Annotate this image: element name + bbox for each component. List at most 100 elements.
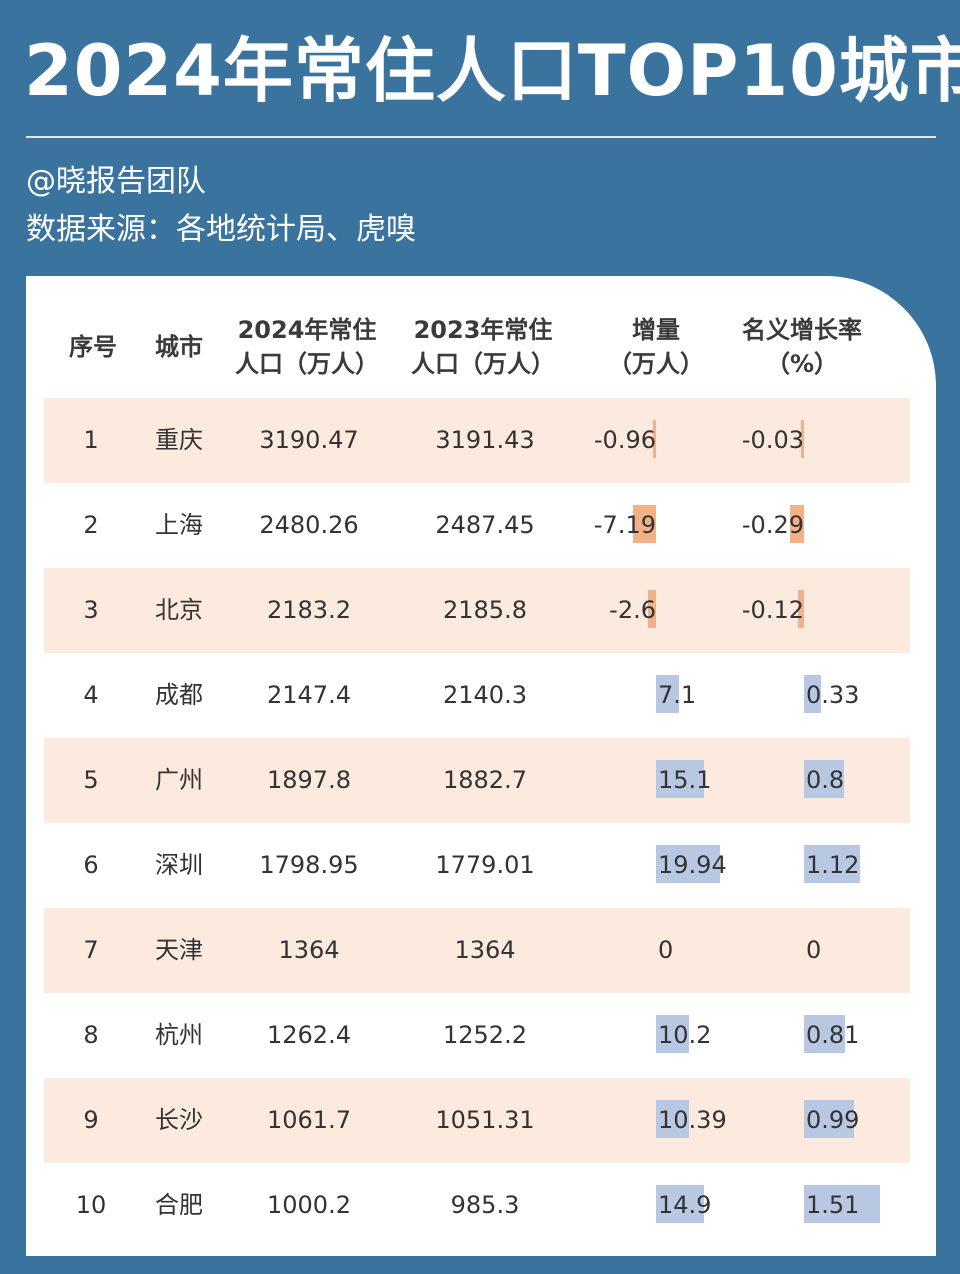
pop-2023-cell: 2487.45 (435, 511, 535, 539)
increase-bar (656, 1100, 690, 1138)
header-pop-2023: 2023年常住 人口（万人） (398, 313, 568, 381)
increase-label: -2.6 (609, 596, 656, 624)
header-pop-2024-line: 人口（万人） (235, 350, 379, 378)
growth-label: 0.99 (806, 1106, 860, 1134)
rank-cell: 3 (83, 596, 99, 624)
city-cell: 杭州 (155, 1021, 203, 1049)
pop-2024-cell: 2183.2 (267, 596, 351, 624)
header-city: 城市 (134, 330, 224, 364)
pop-2024-cell: 1262.4 (267, 1021, 351, 1049)
city-cell: 天津 (155, 936, 203, 964)
table-row: 7 天津 1364 1364 0 0 (44, 908, 910, 993)
increase-bar (632, 505, 656, 543)
growth-label: -0.29 (741, 511, 804, 539)
pop-2023-cell: 3191.43 (435, 426, 535, 454)
header-pop-2023-line: 2023年常住 (413, 316, 553, 344)
pop-2023-cell: 985.3 (450, 1191, 520, 1219)
pop-2024-cell: 1061.7 (267, 1106, 351, 1134)
rank-cell: 4 (83, 681, 99, 709)
pop-2023-cell: 1779.01 (435, 851, 535, 879)
rank-cell: 7 (83, 936, 99, 964)
header-growth-rate-line: （%） (765, 350, 839, 378)
city-cell: 深圳 (155, 851, 203, 879)
rank-cell: 10 (75, 1191, 107, 1219)
rank-cell: 6 (83, 851, 99, 879)
growth-bar (804, 1100, 854, 1138)
rank-cell: 9 (83, 1106, 99, 1134)
growth-label: 1.51 (806, 1191, 860, 1219)
growth-label: 0 (806, 936, 822, 964)
increase-bar (647, 590, 656, 628)
increase-label: 15.1 (658, 766, 712, 794)
increase-label: 19.94 (658, 851, 727, 879)
header-increase-line: （万人） (608, 350, 704, 378)
pop-2023-cell: 2140.3 (443, 681, 527, 709)
header-city-line: 城市 (155, 333, 203, 361)
rank-cell: 5 (83, 766, 99, 794)
rank-cell: 1 (83, 426, 99, 454)
pop-2023-cell: 1051.31 (435, 1106, 535, 1134)
table-row: 2 上海 2480.26 2487.45 -7.19 -0.29 (44, 483, 910, 568)
increase-label: -7.19 (593, 511, 656, 539)
header-increase: 增量 （万人） (586, 313, 726, 381)
header-rank: 序号 (48, 330, 138, 364)
pop-2024-cell: 2147.4 (267, 681, 351, 709)
pop-2023-cell: 1882.7 (443, 766, 527, 794)
table-card: 序号 城市 2024年常住 人口（万人） 2023年常住 人口（万人） 增量 （万人） 名义增长… (26, 276, 936, 1256)
table-row: 4 成都 2147.4 2140.3 7.1 0.33 (44, 653, 910, 738)
pop-2024-cell: 3190.47 (259, 426, 359, 454)
increase-bar (656, 675, 679, 713)
table-row: 6 深圳 1798.95 1779.01 19.94 1.12 (44, 823, 910, 908)
city-cell: 重庆 (155, 426, 203, 454)
header-rank-line: 序号 (69, 333, 117, 361)
increase-bar (656, 845, 720, 883)
header-growth-rate-line: 名义增长率 (742, 316, 862, 344)
pop-2024-cell: 1000.2 (267, 1191, 351, 1219)
increase-bar (656, 1185, 704, 1223)
page-title: 2024年常住人口TOP10城市 (24, 30, 960, 112)
header-increase-line: 增量 (632, 316, 680, 344)
pop-2023-cell: 1364 (454, 936, 516, 964)
growth-bar (804, 675, 821, 713)
table-row: 8 杭州 1262.4 1252.2 10.2 0.81 (44, 993, 910, 1078)
city-cell: 北京 (155, 596, 203, 624)
table-row: 10 合肥 1000.2 985.3 14.9 1.51 (44, 1163, 910, 1248)
growth-label: 0.81 (806, 1021, 860, 1049)
increase-label: 14.9 (658, 1191, 712, 1219)
growth-bar (801, 420, 804, 458)
pop-2024-cell: 1897.8 (267, 766, 351, 794)
increase-label: 10.2 (658, 1021, 712, 1049)
city-cell: 上海 (155, 511, 203, 539)
growth-label: 0.33 (806, 681, 860, 709)
header-pop-2024: 2024年常住 人口（万人） (222, 313, 392, 381)
increase-label: -0.96 (593, 426, 656, 454)
growth-bar (789, 505, 804, 543)
growth-bar (804, 760, 844, 798)
table-row: 5 广州 1897.8 1882.7 15.1 0.8 (44, 738, 910, 823)
pop-2023-cell: 1252.2 (443, 1021, 527, 1049)
header-pop-2024-line: 2024年常住 (237, 316, 377, 344)
city-cell: 长沙 (155, 1106, 203, 1134)
increase-bar (656, 760, 705, 798)
increase-label: 0 (658, 936, 674, 964)
rank-cell: 2 (83, 511, 99, 539)
table-row: 1 重庆 3190.47 3191.43 -0.96 -0.03 (44, 398, 910, 483)
header-growth-rate: 名义增长率 （%） (722, 313, 882, 381)
header-pop-2023-line: 人口（万人） (411, 350, 555, 378)
city-cell: 合肥 (155, 1191, 203, 1219)
growth-label: 0.8 (806, 766, 845, 794)
growth-label: -0.03 (741, 426, 804, 454)
city-cell: 成都 (155, 681, 203, 709)
pop-2024-cell: 1364 (278, 936, 340, 964)
increase-bar (656, 1015, 689, 1053)
pop-2024-cell: 1798.95 (259, 851, 359, 879)
city-cell: 广州 (155, 766, 203, 794)
increase-label: 7.1 (658, 681, 697, 709)
data-source: 数据来源：各地统计局、虎嗅 (26, 212, 416, 247)
growth-bar (804, 1185, 880, 1223)
growth-bar (804, 845, 860, 883)
growth-bar (798, 590, 804, 628)
pop-2023-cell: 2185.8 (443, 596, 527, 624)
pop-2024-cell: 2480.26 (259, 511, 359, 539)
author-credit: @晓报告团队 (26, 164, 206, 199)
